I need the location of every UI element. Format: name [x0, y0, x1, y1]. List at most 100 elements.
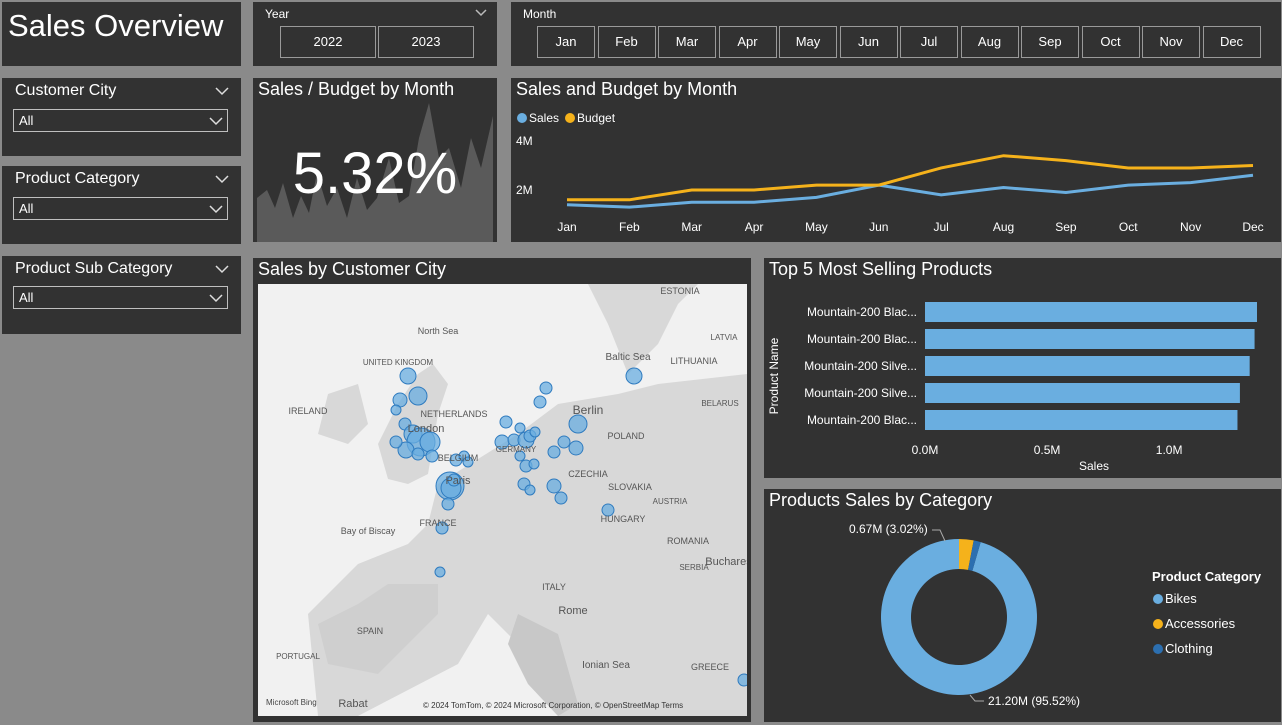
map-city-bubble[interactable] [524, 484, 536, 496]
legend-marker-bikes [1153, 594, 1163, 604]
map-city-bubble[interactable] [399, 367, 417, 385]
bar[interactable] [925, 302, 1257, 322]
map-city-bubble[interactable] [528, 458, 540, 470]
donut-slice-accessories[interactable] [959, 539, 974, 570]
map-city-bubble[interactable] [568, 414, 588, 434]
series-line-budget [567, 154, 1254, 202]
map-city-bubble[interactable] [625, 367, 643, 385]
map-place-label: ROMANIA [667, 536, 709, 546]
map-place-label: ESTONIA [660, 286, 699, 296]
chevron-down-icon[interactable] [215, 262, 229, 276]
map-city-bubble[interactable] [447, 473, 461, 487]
year-button-2022[interactable]: 2022 [280, 26, 376, 58]
kpi-title: Sales / Budget by Month [258, 79, 455, 99]
series-line-sales [566, 173, 1254, 209]
bar-category-label: Mountain-200 Blac... [807, 413, 917, 427]
legend-marker-accessories [1153, 619, 1163, 629]
map-place-label: Rome [558, 605, 587, 617]
x-tick-label: Oct [1119, 220, 1138, 234]
map-city-bubble[interactable] [546, 478, 562, 494]
map-canvas[interactable]: North Sea UNITED KINGDOM IRELAND London NETH… [258, 284, 747, 716]
donut-slice-clothing[interactable] [968, 540, 981, 571]
map-city-bubble[interactable] [737, 673, 747, 687]
map-place-label: GERMANY [496, 445, 537, 454]
map-city-bubble[interactable] [533, 395, 547, 409]
x-tick-label: Feb [619, 220, 640, 234]
month-button-may[interactable]: May [779, 26, 837, 58]
map-city-bubble[interactable] [411, 447, 425, 461]
line-chart-title: Sales and Budget by Month [516, 79, 738, 99]
bar[interactable] [925, 356, 1250, 376]
map-place-label: ITALY [542, 582, 566, 592]
map-city-bubble[interactable] [419, 431, 441, 453]
month-button-jun[interactable]: Jun [839, 26, 898, 58]
month-button-jan[interactable]: Jan [537, 26, 595, 58]
month-button-mar[interactable]: Mar [658, 26, 716, 58]
donut-chart-panel[interactable]: Products Sales by Category 0.67M (3.02%)… [764, 489, 1281, 722]
chevron-down-icon[interactable] [475, 8, 487, 18]
map-place-label: CZECHIA [568, 469, 608, 479]
product-sub-category-dropdown[interactable]: All [13, 286, 228, 309]
x-tick-label: Apr [745, 220, 764, 234]
map-city-bubble[interactable] [441, 497, 455, 511]
map-city-bubble[interactable] [390, 404, 402, 416]
product-category-filter: Product Category All [2, 166, 241, 244]
month-button-oct[interactable]: Oct [1081, 26, 1140, 58]
map-city-bubble[interactable] [514, 422, 526, 434]
map-city-bubble[interactable] [389, 435, 403, 449]
map-city-bubble[interactable] [408, 386, 428, 406]
donut-leader-line [969, 694, 984, 702]
product-category-dropdown[interactable]: All [13, 197, 228, 220]
month-button-nov[interactable]: Nov [1142, 26, 1200, 58]
bar[interactable] [925, 410, 1238, 430]
donut-label-bikes: 21.20M (95.52%) [988, 694, 1080, 708]
map-place-label: Baltic Sea [605, 352, 650, 363]
customer-city-filter: Customer City All [2, 78, 241, 156]
chevron-down-icon[interactable] [215, 84, 229, 98]
x-tick-label: 1.0M [1156, 443, 1183, 457]
donut-label-accessories: 0.67M (3.02%) [849, 522, 928, 536]
month-button-jul[interactable]: Jul [900, 26, 958, 58]
map-city-bubble[interactable] [601, 503, 615, 517]
legend-label-clothing: Clothing [1165, 641, 1213, 656]
map-city-bubble[interactable] [557, 435, 571, 449]
legend-marker-sales [517, 113, 527, 123]
kpi-card[interactable]: Sales / Budget by Month 5.32% [253, 78, 497, 242]
line-chart-panel[interactable]: Sales and Budget by Month Sales Budget 2M 4… [511, 78, 1281, 242]
map-place-label: UNITED KINGDOM [363, 358, 434, 367]
map-city-bubble[interactable] [425, 449, 439, 463]
map-city-bubble[interactable] [547, 445, 561, 459]
product-category-label: Product Category [15, 170, 140, 187]
month-button-dec[interactable]: Dec [1202, 26, 1261, 58]
x-tick-label: Jul [934, 220, 949, 234]
x-tick-label: May [805, 220, 828, 234]
year-slicer-label: Year [265, 7, 290, 21]
map-city-bubble[interactable] [554, 491, 568, 505]
year-button-2023[interactable]: 2023 [378, 26, 474, 58]
y-axis-title: Product Name [767, 337, 781, 414]
month-button-feb[interactable]: Feb [597, 26, 656, 58]
map-place-label: PORTUGAL [276, 652, 320, 661]
map-city-bubble[interactable] [568, 440, 584, 456]
map-city-bubble[interactable] [539, 381, 553, 395]
bar-category-label: Mountain-200 Silve... [804, 359, 917, 373]
map-city-bubble[interactable] [514, 450, 526, 462]
bar[interactable] [925, 329, 1255, 349]
map-city-bubble[interactable] [529, 426, 541, 438]
month-button-sep[interactable]: Sep [1021, 26, 1079, 58]
map-city-bubble[interactable] [462, 456, 474, 468]
bar-category-label: Mountain-200 Silve... [804, 386, 917, 400]
donut-slice-bikes[interactable] [881, 539, 1037, 695]
map-panel[interactable]: Sales by Customer City North Sea UNITED K… [253, 258, 751, 722]
bar[interactable] [925, 383, 1240, 403]
month-button-apr[interactable]: Apr [718, 26, 777, 58]
chevron-down-icon [209, 205, 223, 214]
map-city-bubble[interactable] [435, 521, 449, 535]
month-button-aug[interactable]: Aug [960, 26, 1019, 58]
bar-chart-panel[interactable]: Top 5 Most Selling Products Product Name… [764, 258, 1281, 478]
customer-city-value: All [19, 113, 34, 128]
chevron-down-icon[interactable] [215, 172, 229, 186]
map-city-bubble[interactable] [499, 415, 513, 429]
customer-city-dropdown[interactable]: All [13, 109, 228, 132]
map-city-bubble[interactable] [434, 566, 446, 578]
